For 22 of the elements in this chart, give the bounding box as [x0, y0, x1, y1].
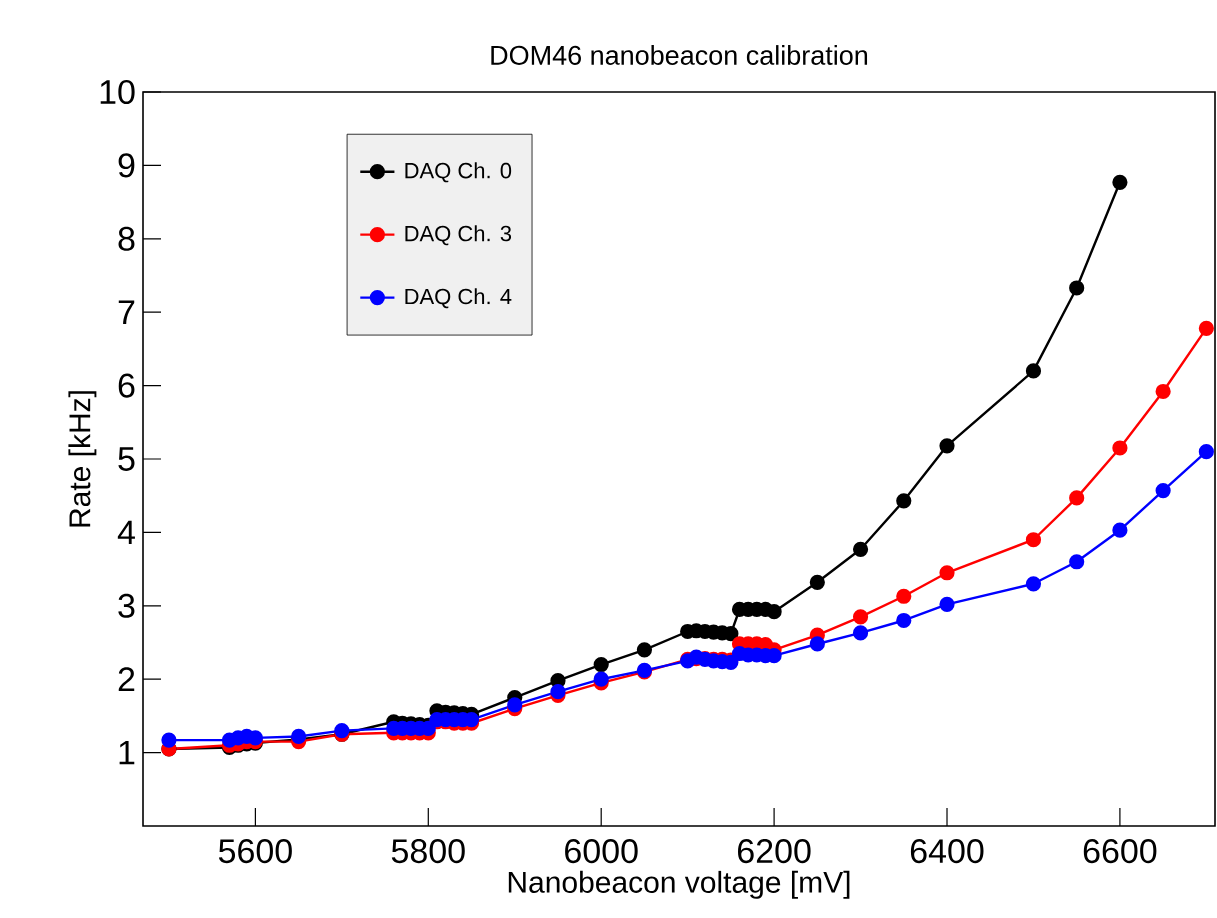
- y-tick-label: 10: [100, 79, 135, 105]
- y-tick-label: 9: [118, 153, 135, 178]
- y-tick-label: 7: [118, 300, 135, 324]
- y-axis-title: Rate [kHz]: [68, 391, 97, 527]
- y-tick-label: 6: [118, 373, 135, 398]
- x-tick-label: 6200: [738, 839, 811, 864]
- y-tick-label: 2: [118, 667, 135, 692]
- x-axis-title: Nanobeacon voltage [mV]: [508, 870, 850, 899]
- x-tick-label: 5800: [391, 839, 465, 864]
- y-tick-label: 1: [119, 740, 135, 765]
- x-tick-label: 6000: [565, 839, 638, 864]
- x-tick-label: 6400: [910, 839, 984, 864]
- y-tick-label: 5: [118, 447, 135, 471]
- chart-title: DOM46 nanobeacon calibration: [491, 45, 868, 65]
- x-tick-label: 6600: [1083, 839, 1157, 864]
- y-tick-label: 4: [117, 520, 135, 545]
- legend-label: DAQ Ch. 0: [405, 162, 512, 183]
- x-tick-label: 5600: [218, 839, 292, 864]
- legend-label: DAQ Ch. 4: [405, 288, 512, 309]
- y-tick-label: 8: [118, 226, 135, 251]
- y-tick-label: 3: [118, 593, 135, 618]
- legend-label: DAQ Ch. 3: [405, 225, 512, 246]
